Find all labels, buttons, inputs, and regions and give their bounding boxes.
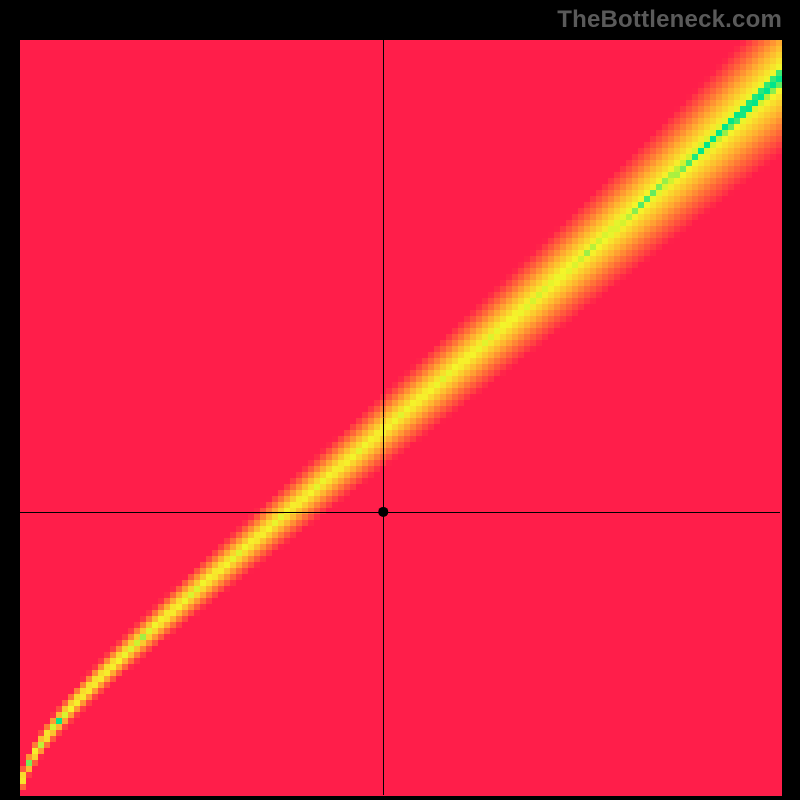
chart-container: TheBottleneck.com — [0, 0, 800, 800]
watermark-text: TheBottleneck.com — [557, 6, 782, 34]
bottleneck-heatmap — [0, 0, 800, 800]
